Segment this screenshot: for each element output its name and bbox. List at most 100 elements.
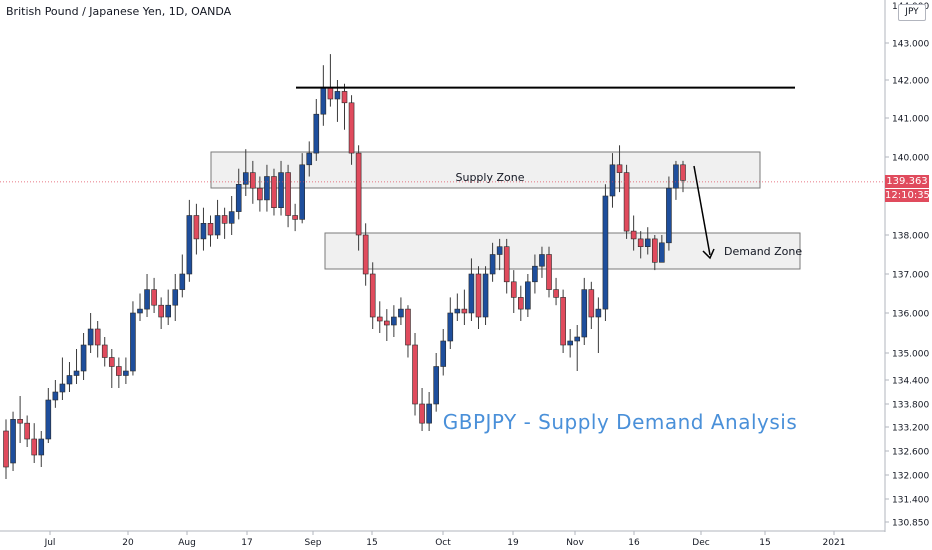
price-tick-label: 140.000: [892, 154, 929, 164]
candle: [285, 164, 291, 228]
candle: [426, 392, 432, 431]
candle-body: [334, 91, 341, 100]
candle-body: [355, 152, 362, 236]
candle-body: [602, 195, 609, 310]
demand-zone-label: Demand Zone: [724, 245, 802, 258]
candle: [567, 329, 573, 358]
candle-body: [257, 187, 263, 201]
candle-body: [426, 403, 432, 424]
candle: [207, 215, 214, 247]
candle-body: [123, 370, 129, 376]
candle-body: [447, 312, 454, 342]
candle: [405, 305, 411, 358]
candle-body: [496, 246, 503, 255]
candle-body: [271, 176, 277, 209]
candle: [666, 176, 672, 251]
candle-body: [73, 370, 80, 376]
candle-body: [144, 289, 150, 310]
down-arrow-icon: [702, 248, 715, 260]
candle-body: [651, 238, 658, 263]
candle: [376, 301, 383, 333]
candle-body: [348, 102, 355, 154]
candle-body: [24, 422, 30, 440]
candle: [560, 289, 566, 353]
time-tick-label: 20: [122, 538, 134, 548]
candle-body: [609, 164, 616, 197]
candle: [38, 431, 45, 467]
candle-body: [66, 375, 73, 385]
candle-body: [200, 223, 207, 240]
candle-body: [108, 357, 115, 367]
candle-body: [38, 438, 45, 456]
candle-body: [10, 419, 16, 464]
candle: [320, 65, 327, 126]
price-tick-label: 141.000: [892, 115, 929, 125]
candle: [574, 325, 581, 371]
candle-body: [116, 366, 122, 376]
candle: [673, 160, 679, 200]
candle-body: [384, 320, 390, 326]
candle-body: [560, 297, 566, 346]
candle: [341, 83, 348, 130]
candle: [165, 289, 171, 325]
candle-body: [17, 419, 23, 424]
candle-body: [179, 273, 186, 290]
time-tick-label: 17: [241, 538, 252, 548]
candle: [581, 277, 588, 345]
candle: [637, 231, 644, 259]
candle: [482, 266, 489, 325]
candle: [31, 423, 38, 463]
candle-body: [3, 430, 9, 468]
candle: [3, 419, 9, 479]
candle-body: [186, 215, 193, 275]
candle-body: [313, 113, 320, 154]
candle: [327, 54, 334, 107]
candle: [680, 160, 686, 193]
candle: [101, 337, 108, 367]
candle: [433, 353, 439, 412]
candle: [214, 199, 221, 239]
candle-body: [327, 87, 334, 100]
candle-body: [510, 281, 517, 298]
candle-body: [369, 273, 376, 318]
candle: [271, 168, 277, 216]
candle: [151, 277, 157, 313]
price-axis[interactable]: 143.000142.000141.000140.000139.000138.0…: [884, 0, 929, 532]
time-axis[interactable]: Jul 20 Aug 17 Sep 15 Oct 19 Nov 16 Dec 15 2021: [0, 530, 885, 548]
time-tick-label: 15: [366, 538, 377, 548]
candle-body: [130, 312, 136, 372]
price-tick-label: 142.000: [892, 77, 929, 87]
candle-body: [475, 273, 482, 318]
candle: [257, 176, 263, 212]
candle-body: [461, 308, 468, 314]
candle: [454, 293, 461, 321]
current-price-label: 139.363: [885, 174, 929, 188]
candle-body: [433, 366, 439, 405]
candle: [264, 164, 270, 212]
time-tick-label: 16: [628, 538, 640, 548]
candle-body: [306, 152, 313, 166]
price-tick-label: 130.850: [892, 519, 929, 529]
candle-body: [454, 308, 461, 314]
candle-body: [87, 328, 94, 346]
candle: [468, 258, 475, 321]
candle: [94, 321, 101, 358]
candle: [123, 357, 129, 384]
supply-zone-label: Supply Zone: [456, 171, 525, 184]
candle-body: [158, 304, 164, 318]
time-tick-label: Nov: [566, 538, 584, 548]
candle: [609, 153, 616, 208]
currency-badge[interactable]: JPY: [898, 4, 926, 21]
candle-body: [52, 391, 59, 401]
candle: [412, 333, 418, 416]
candle-body: [221, 215, 228, 224]
candles: [3, 54, 686, 479]
candle: [292, 203, 298, 232]
candle-body: [278, 172, 284, 209]
candle-body: [172, 289, 179, 306]
candle-body: [193, 215, 200, 240]
candle: [313, 99, 320, 161]
candle: [510, 270, 517, 313]
time-tick-label: 15: [759, 538, 770, 548]
